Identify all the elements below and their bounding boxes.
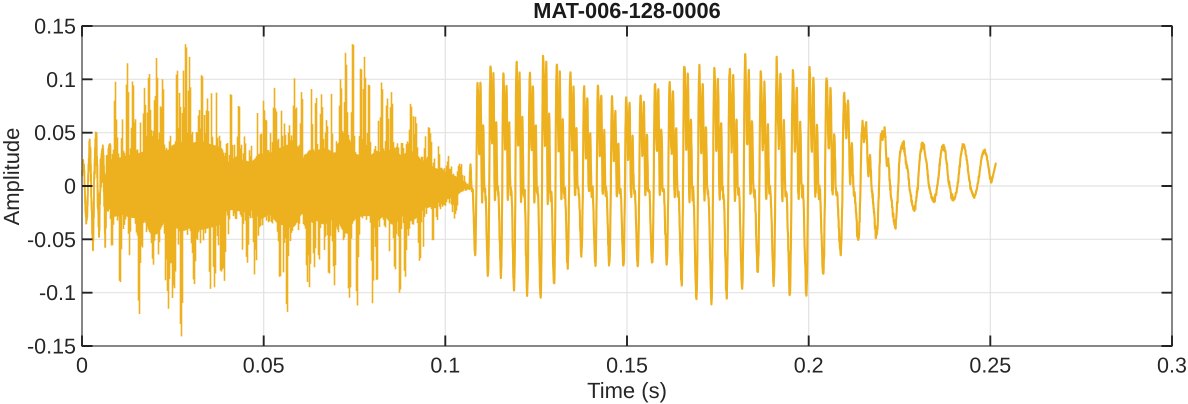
svg-text:0: 0 [76, 354, 88, 378]
svg-text:0.1: 0.1 [46, 68, 76, 92]
svg-text:MAT-006-128-0006: MAT-006-128-0006 [533, 0, 720, 23]
svg-text:0.05: 0.05 [243, 354, 285, 378]
svg-text:0.05: 0.05 [34, 121, 76, 145]
svg-text:Amplitude: Amplitude [0, 128, 24, 226]
svg-text:0.15: 0.15 [606, 354, 648, 378]
svg-text:0.15: 0.15 [34, 15, 76, 39]
svg-text:0.2: 0.2 [794, 354, 824, 378]
svg-text:-0.15: -0.15 [27, 335, 76, 359]
svg-text:0.25: 0.25 [969, 354, 1011, 378]
svg-text:-0.05: -0.05 [27, 228, 76, 252]
svg-text:0.1: 0.1 [430, 354, 460, 378]
svg-text:Time (s): Time (s) [587, 378, 667, 403]
svg-text:0.3: 0.3 [1157, 354, 1187, 378]
svg-text:-0.1: -0.1 [39, 281, 76, 305]
svg-text:0: 0 [64, 175, 76, 199]
